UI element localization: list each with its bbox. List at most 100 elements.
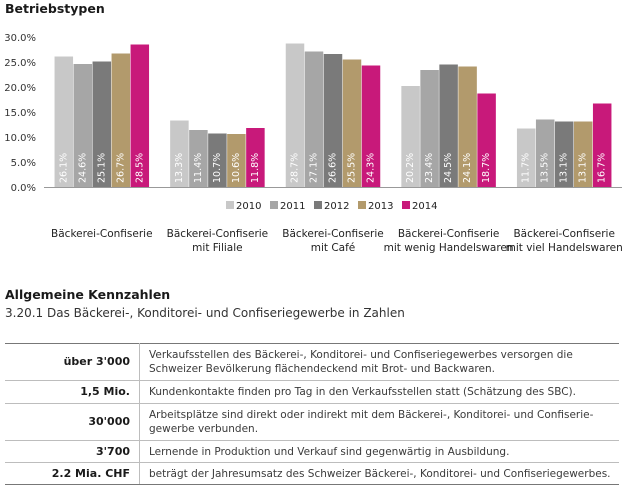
key-figure-description: Verkaufsstellen des Bäckerei-, Konditore… — [139, 343, 619, 381]
chart-title: Betriebstypen — [5, 1, 105, 16]
bar — [227, 134, 246, 187]
bar-chart: 0.0% 5.0% 10.0% 15.0% 20.0% 25.0% 30.0% 26.1% 24… — [4, 33, 623, 254]
key-figure: 30'000 — [5, 403, 140, 441]
bar — [401, 86, 420, 187]
key-figure: über 3'000 — [5, 343, 140, 381]
data-label: 10.7% — [212, 153, 223, 183]
category-label: Bäckerei-Confiserie — [282, 228, 383, 240]
bar — [342, 59, 362, 187]
data-label: 26.6% — [328, 153, 339, 183]
legend-swatch — [270, 201, 278, 209]
data-label: 26.1% — [58, 153, 69, 183]
data-label: 16.7% — [597, 153, 608, 183]
bar — [130, 44, 150, 187]
key-figure-description: Lernende in Produktion und Verkauf sind … — [139, 440, 619, 463]
description-line: Schweizer Bevölkerung flächendeckend mit… — [149, 363, 495, 375]
bar — [189, 130, 208, 187]
section-subtitle: 3.20.1 Das Bäckerei-, Konditorei- und Co… — [5, 306, 405, 320]
data-label: 23.4% — [424, 153, 435, 183]
bar — [420, 70, 439, 187]
data-label: 11.7% — [521, 153, 532, 183]
key-figure: 2.2 Mia. CHF — [5, 462, 140, 485]
legend-label: 2011 — [280, 201, 305, 212]
legend-label: 2012 — [324, 201, 349, 212]
data-label: 25.1% — [96, 153, 107, 183]
description-line: beträgt der Jahresumsatz des Schweizer B… — [149, 467, 611, 480]
description-line: Verkaufsstellen des Bäckerei-, Konditore… — [149, 349, 573, 361]
data-label: 13.1% — [559, 153, 570, 183]
data-label: 20.2% — [405, 153, 416, 183]
y-tick-label: 10.0% — [4, 133, 36, 144]
description-line: Arbeitsplätze sind direkt oder indirekt … — [149, 409, 594, 421]
data-label: 25.5% — [347, 153, 358, 183]
data-label: 28.7% — [290, 153, 301, 183]
data-label: 24.1% — [462, 153, 473, 183]
bar — [246, 128, 265, 187]
category-label: Bäckerei-Confiserie — [513, 228, 614, 240]
table-row: 3'700 Lernende in Produktion und Verkauf… — [5, 440, 619, 463]
description-line: Lernende in Produktion und Verkauf sind … — [149, 445, 510, 458]
bar — [304, 51, 324, 187]
category-label: mit Café — [311, 242, 356, 254]
key-figure-description: Arbeitsplätze sind direkt oder indirekt … — [139, 403, 619, 441]
legend-swatch — [314, 201, 322, 209]
data-label: 27.1% — [309, 153, 320, 183]
bar — [285, 43, 305, 187]
data-label: 13.5% — [540, 153, 551, 183]
data-label: 10.6% — [231, 153, 242, 183]
category-label: mit wenig Handelswaren — [384, 242, 514, 254]
bar — [323, 54, 343, 187]
data-label: 24.6% — [77, 153, 88, 183]
bar — [477, 93, 496, 187]
y-tick-label: 20.0% — [4, 83, 36, 94]
key-figure-description: beträgt der Jahresumsatz des Schweizer B… — [139, 462, 619, 485]
category-label: mit Filiale — [192, 242, 242, 254]
legend-label: 2010 — [236, 201, 261, 212]
bar — [208, 133, 227, 187]
bar — [73, 64, 93, 187]
data-label: 28.5% — [134, 153, 145, 183]
bar — [573, 121, 593, 187]
legend-swatch — [402, 201, 410, 209]
data-label: 13.3% — [174, 153, 185, 183]
data-label: 18.7% — [481, 153, 492, 183]
section-heading: Allgemeine Kennzahlen — [5, 287, 171, 302]
legend-label: 2014 — [412, 201, 437, 212]
bar — [170, 120, 189, 187]
bar — [111, 53, 131, 187]
legend-label: 2013 — [368, 201, 393, 212]
key-figure-description: Kundenkontakte finden pro Tag in den Ver… — [139, 380, 619, 404]
y-tick-label: 5.0% — [11, 158, 36, 169]
key-figure: 3'700 — [5, 440, 140, 463]
bar — [554, 121, 574, 187]
data-label: 11.4% — [193, 153, 204, 183]
bar — [92, 61, 112, 187]
bar — [458, 66, 477, 187]
description-line: gewerbe verbunden. — [149, 423, 259, 435]
legend-swatch — [226, 201, 234, 209]
table-row: 2.2 Mia. CHF beträgt der Jahresumsatz de… — [5, 462, 619, 485]
category-label: Bäckerei-Confiserie — [167, 228, 268, 240]
bar — [439, 64, 458, 187]
y-tick-label: 30.0% — [4, 33, 36, 44]
y-tick-label: 25.0% — [4, 58, 36, 69]
y-tick-label: 0.0% — [11, 183, 36, 194]
bar — [516, 128, 536, 187]
category-label: mit viel Handelswaren — [506, 242, 623, 254]
data-label: 24.5% — [443, 153, 454, 183]
table-row: über 3'000 Verkaufsstellen des Bäckerei-… — [5, 343, 619, 381]
key-figures-table: über 3'000 Verkaufsstellen des Bäckerei-… — [5, 343, 619, 485]
bar — [535, 119, 555, 187]
table-row: 1,5 Mio. Kundenkontakte finden pro Tag i… — [5, 380, 619, 404]
data-label: 26.7% — [115, 153, 126, 183]
category-label: Bäckerei-Confiserie — [398, 228, 499, 240]
category-label: Bäckerei-Confiserie — [51, 228, 152, 240]
table-row: 30'000 Arbeitsplätze sind direkt oder in… — [5, 403, 619, 441]
bar — [361, 65, 381, 187]
data-label: 24.3% — [366, 153, 377, 183]
description-line: Kundenkontakte finden pro Tag in den Ver… — [149, 386, 576, 398]
legend-swatch — [358, 201, 366, 209]
data-label: 13.1% — [578, 153, 589, 183]
bar — [592, 103, 612, 187]
y-tick-label: 15.0% — [4, 108, 36, 119]
